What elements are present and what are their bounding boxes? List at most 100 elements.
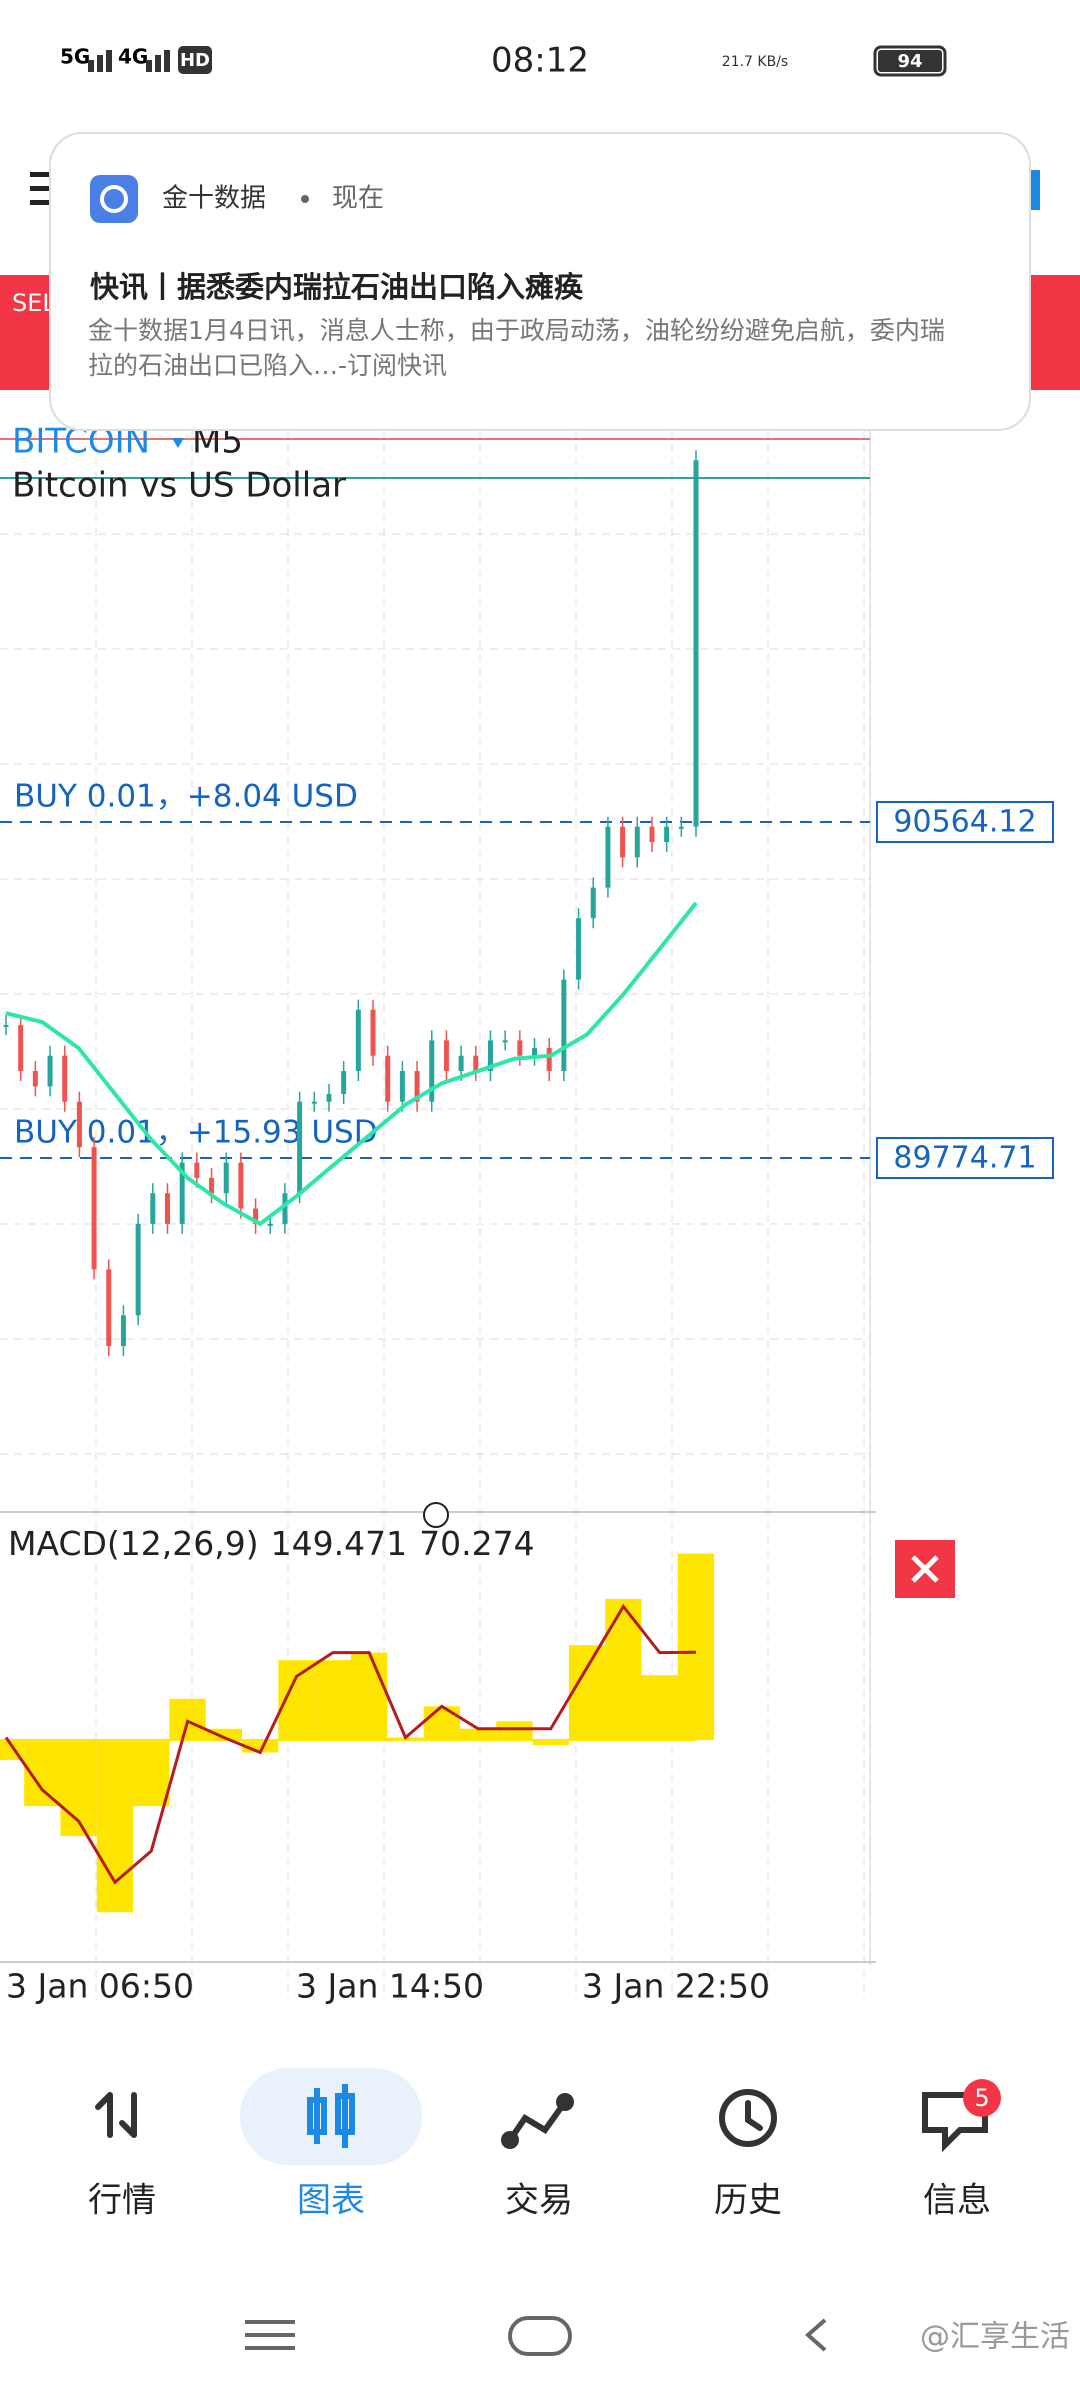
candle [164, 1193, 170, 1224]
candle [605, 826, 611, 888]
candle [179, 1162, 185, 1224]
candle [443, 1040, 449, 1072]
macd-bar [169, 1698, 206, 1740]
macd-bar [496, 1721, 533, 1740]
candle [282, 1193, 288, 1224]
description: Bitcoin vs US Dollar [12, 466, 346, 506]
nav-label[interactable]: 行情 [88, 2181, 156, 2221]
candle [106, 1269, 112, 1347]
close-x [911, 1555, 939, 1583]
crosshair-handle [423, 1502, 449, 1528]
macd-part: MACD(12,26,9) [8, 1524, 259, 1563]
candle [502, 1040, 508, 1043]
macd-bar [532, 1740, 569, 1745]
nav-label[interactable]: 交易 [505, 2181, 573, 2221]
time-label: 3 Jan 22:50 [582, 1967, 770, 2006]
hd: HD [180, 50, 210, 71]
candle [209, 1177, 215, 1194]
macd-bar [641, 1675, 678, 1740]
nav-label[interactable]: 历史 [714, 2181, 782, 2221]
candle [620, 826, 626, 858]
candle [76, 1101, 82, 1148]
candle [429, 1040, 435, 1102]
candle [385, 1055, 391, 1102]
candle [649, 826, 655, 843]
candle [532, 1048, 538, 1056]
candle [517, 1040, 523, 1056]
macd-label: MACD(12,26,9) 149.471 70.274 [8, 1524, 535, 1563]
candle [414, 1071, 420, 1102]
candle [311, 1101, 317, 1104]
candle [370, 1009, 376, 1056]
candle [399, 1071, 405, 1102]
candle [18, 1025, 24, 1072]
price-label: 90564.12 [893, 805, 1036, 840]
candle [634, 826, 640, 858]
time-label: 3 Jan 06:50 [6, 1967, 194, 2006]
candle [546, 1048, 552, 1072]
order-label: BUY 0.01，+15.93 USD [14, 1115, 378, 1151]
nav-label[interactable]: 图表 [297, 2181, 365, 2221]
candle [32, 1071, 38, 1087]
candle [223, 1162, 229, 1194]
macd-bar [459, 1728, 497, 1740]
candle [297, 1101, 303, 1194]
candle [590, 887, 596, 919]
net-speed: 21.7 KB/s [722, 54, 788, 70]
candle [194, 1162, 200, 1178]
macd-bar [677, 1553, 715, 1740]
candle [238, 1162, 244, 1209]
notification-app: 金十数据 [162, 184, 266, 214]
time-label: 3 Jan 14:50 [296, 1967, 484, 2006]
candle [3, 1025, 9, 1028]
candle [561, 979, 567, 1072]
candle [135, 1223, 141, 1316]
dropdown [172, 438, 184, 448]
price-box [876, 1137, 1054, 1179]
price-box [876, 801, 1054, 843]
macd-bar [96, 1740, 134, 1913]
notification-body: 金十数据1月4日讯，消息人士称，由于政局动荡，油轮纷纷避免启航，委内瑞拉的石油出… [88, 316, 945, 380]
candle [150, 1193, 156, 1224]
macd-bar [314, 1660, 351, 1740]
notification-title: 快讯丨据悉委内瑞拉石油出口陷入瘫痪 [90, 270, 584, 304]
candle [120, 1315, 126, 1347]
macd-bar [605, 1598, 642, 1740]
macd-bar [423, 1706, 460, 1740]
notification-card[interactable] [49, 132, 1031, 431]
candle [473, 1055, 479, 1072]
macd-signal [4, 1603, 697, 1885]
macd-part: 149.471 [271, 1524, 407, 1563]
order-label: BUY 0.01，+8.04 USD [14, 779, 358, 815]
candle [664, 826, 670, 843]
candle [487, 1040, 493, 1072]
macd-bar [205, 1728, 243, 1740]
battery: 94 [897, 51, 922, 72]
candle [341, 1071, 347, 1095]
candle [62, 1055, 68, 1102]
macd-bar [133, 1740, 170, 1807]
macd-bar [351, 1652, 388, 1740]
candle [693, 460, 699, 827]
candle [91, 1147, 97, 1270]
candle [458, 1055, 464, 1072]
candle [678, 826, 684, 829]
notification-time: 现在 [332, 184, 384, 214]
candle [576, 918, 582, 980]
watermark: @汇享生活 [920, 2320, 1070, 2355]
clock: 08:12 [491, 41, 589, 81]
candle [267, 1223, 273, 1226]
macd-part: 70.274 [419, 1524, 534, 1563]
candle [253, 1208, 259, 1224]
macd-bar [568, 1645, 606, 1740]
candle [355, 1009, 361, 1072]
network: 5G [60, 45, 90, 69]
moving-average [5, 901, 698, 1227]
network: 4G [118, 45, 148, 69]
nav-label[interactable]: 信息 [923, 2181, 991, 2221]
price-label: 89774.71 [893, 1141, 1036, 1176]
sell-label[interactable]: SEL [12, 289, 56, 317]
candle [47, 1055, 53, 1087]
